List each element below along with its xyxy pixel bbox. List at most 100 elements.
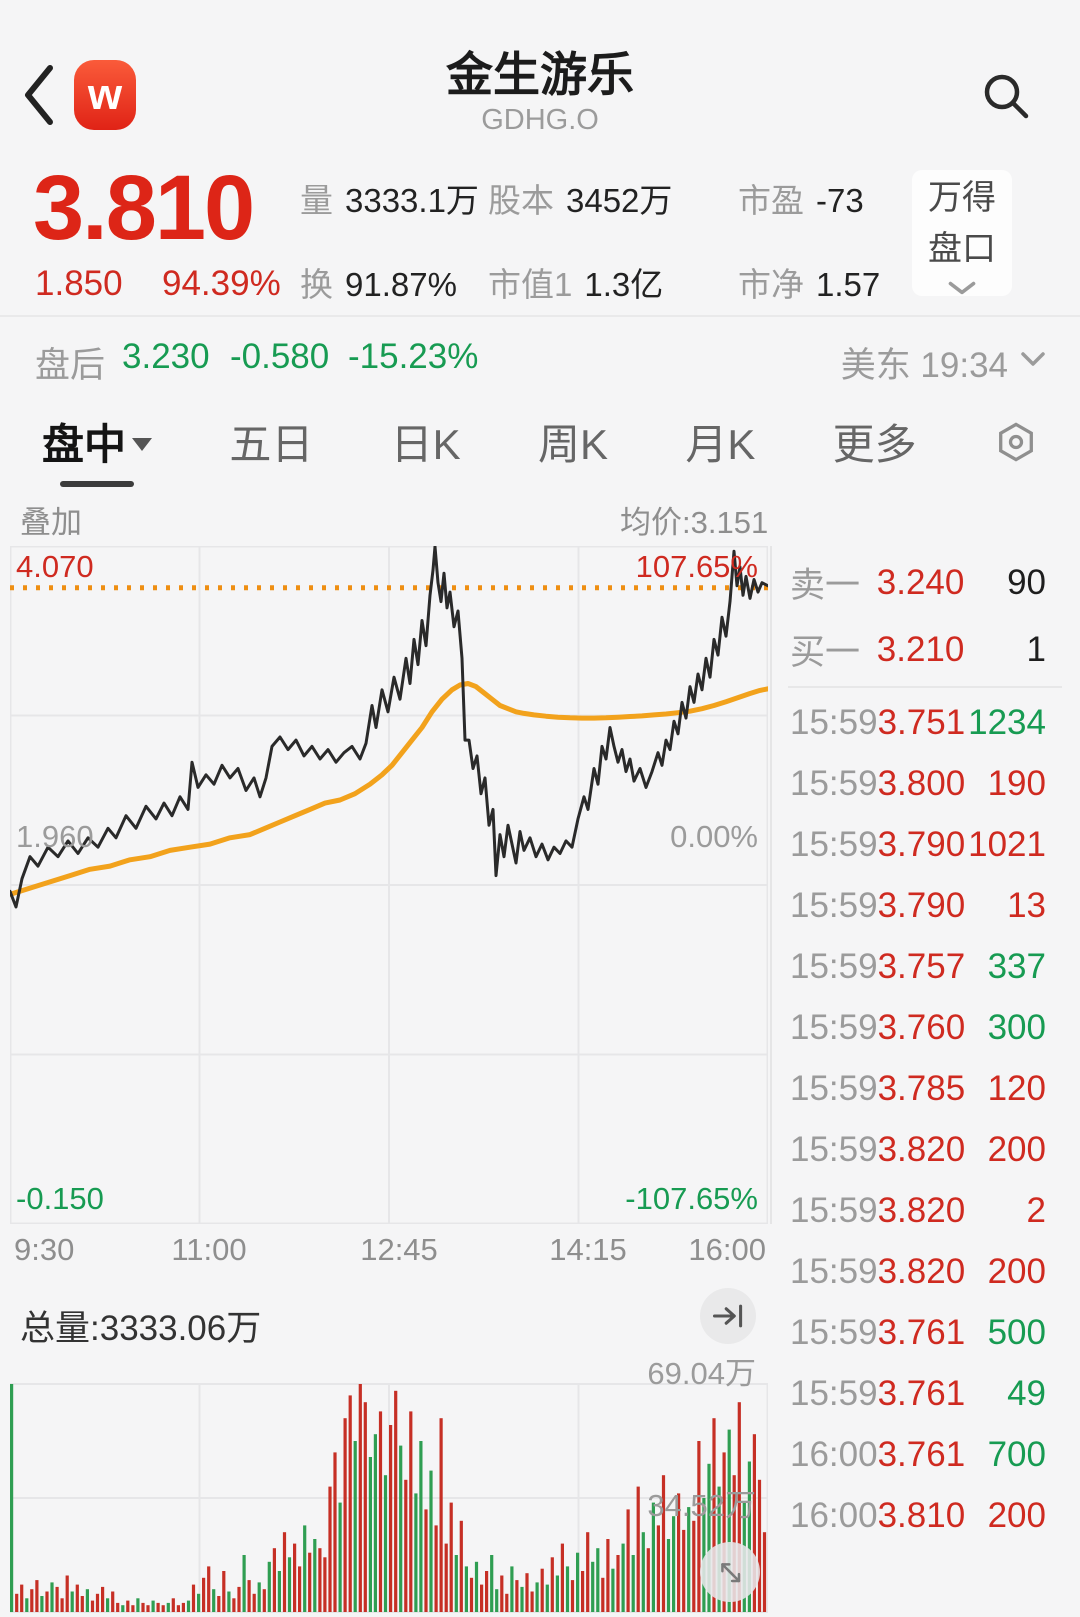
stats-row-2: 换 91.87% 市值1 1.3亿 市净 1.57 [300, 258, 908, 306]
trade-price: 3.820 [877, 1190, 966, 1230]
trade-price: 3.760 [877, 1007, 966, 1047]
time-tick: 11:00 [171, 1232, 247, 1267]
ylabel-mid-pct: 0.00% [670, 819, 758, 854]
trade-price: 3.800 [877, 763, 966, 803]
page-title: 金生游乐 [446, 48, 634, 101]
trade-volume: 337 [987, 946, 1046, 986]
trade-row: 15:59 3.820 200 [770, 1241, 1080, 1302]
trade-time: 15:59 [790, 1007, 878, 1047]
chart-header: 叠加 均价:3.151 [0, 489, 1080, 546]
trade-row: 16:00 3.810 200 [770, 1485, 1080, 1546]
tab-weekly[interactable]: 周K [537, 421, 608, 468]
trade-price: 3.761 [877, 1434, 966, 1474]
price-change: 1.850 [35, 264, 123, 303]
trade-row: 15:59 3.760 300 [770, 997, 1080, 1058]
stats-row-1: 量 3333.1万 股本 3452万 市盈 -73 [300, 174, 908, 222]
trade-price: 3.751 [877, 702, 966, 742]
wind-order-book-button[interactable]: 万得 盘口 [912, 170, 1012, 296]
quote-summary: 3.810 1.850 94.39% 量 3333.1万 股本 3452万 市盈 -7… [0, 160, 1080, 315]
trade-price: 3.757 [877, 946, 966, 986]
back-icon[interactable] [22, 62, 56, 128]
time-axis: 9:30 11:00 12:45 14:15 16:00 [0, 1224, 770, 1274]
stat-marketcap: 市值1 1.3亿 [488, 266, 664, 303]
jump-to-latest-button[interactable] [700, 1288, 756, 1344]
avg-price-label: 均价:3.151 [620, 505, 769, 540]
active-tab-indicator [60, 481, 134, 487]
trade-volume: 700 [987, 1434, 1046, 1474]
time-tick: 9:30 [14, 1232, 75, 1267]
tab-intraday[interactable]: 盘中 [42, 394, 153, 489]
trade-volume: 1021 [968, 824, 1046, 864]
trade-time: 15:59 [790, 824, 878, 864]
trade-row: 15:59 3.757 337 [770, 936, 1080, 997]
settings-gear-icon[interactable] [994, 420, 1038, 464]
trade-row: 15:59 3.751 1234 [770, 692, 1080, 753]
trade-time: 15:59 [790, 1190, 878, 1230]
trade-price: 3.790 [877, 824, 966, 864]
expand-chart-button[interactable] [700, 1542, 760, 1602]
afterhours-pct: -15.23% [348, 337, 479, 376]
trade-volume: 500 [987, 1312, 1046, 1352]
trade-price: 3.820 [877, 1129, 966, 1169]
trade-volume: 300 [987, 1007, 1046, 1047]
trade-time: 15:59 [790, 1373, 878, 1413]
trade-time: 15:59 [790, 1068, 878, 1108]
total-volume-label: 总量:3333.06万 [20, 1309, 262, 1348]
trade-time: 16:00 [790, 1434, 878, 1474]
trade-volume: 2 [1026, 1190, 1046, 1230]
wind-logo[interactable]: w [74, 60, 136, 130]
tab-daily[interactable]: 日K [390, 421, 461, 468]
trade-time: 16:00 [790, 1495, 878, 1535]
search-icon[interactable] [980, 70, 1032, 122]
trade-time: 15:59 [790, 946, 878, 986]
trade-volume: 120 [987, 1068, 1046, 1108]
stat-shares: 股本 3452万 [488, 182, 673, 219]
order-volume: 1 [1026, 629, 1046, 669]
divider [788, 686, 1062, 688]
trade-volume: 200 [987, 1251, 1046, 1291]
chevron-down-icon[interactable] [1020, 351, 1046, 367]
order-price: 3.240 [876, 562, 965, 602]
trade-row: 15:59 3.790 1021 [770, 814, 1080, 875]
price-change-pct: 94.39% [162, 264, 281, 303]
trade-volume: 13 [1007, 885, 1046, 925]
trade-price: 3.820 [877, 1251, 966, 1291]
stat-volume: 量 3333.1万 [300, 182, 479, 219]
order-side-label: 买一 [790, 633, 861, 672]
ylabel-high-price: 4.070 [16, 549, 94, 584]
stat-pe: 市盈 -73 [738, 182, 864, 219]
trade-row: 15:59 3.761 49 [770, 1363, 1080, 1424]
trade-price: 3.790 [877, 885, 966, 925]
bid-1-row[interactable]: 买一 3.210 1 [770, 619, 1080, 680]
ask-1-row[interactable]: 卖一 3.240 90 [770, 552, 1080, 613]
panel-button-line1: 万得 [928, 179, 996, 217]
trade-row: 15:59 3.761 500 [770, 1302, 1080, 1363]
panel-divider [770, 546, 772, 1224]
tab-more[interactable]: 更多 [832, 421, 917, 468]
time-tick: 14:15 [549, 1232, 627, 1267]
intraday-price-chart[interactable]: 4.070 107.65% 1.960 0.00% -0.150 -107.65… [10, 546, 768, 1224]
trade-volume: 1234 [968, 702, 1046, 742]
afterhours-change: -0.580 [230, 337, 330, 376]
volume-chart: 69.04万 34.52万 [9, 1354, 769, 1616]
trade-volume: 200 [987, 1129, 1046, 1169]
expand-arrows-icon [721, 1563, 741, 1583]
volume-header: 总量:3333.06万 [0, 1274, 770, 1354]
panel-button-line2: 盘口 [928, 230, 996, 268]
overlay-button[interactable]: 叠加 [20, 505, 82, 540]
chevron-down-icon [948, 281, 976, 295]
trade-time: 15:59 [790, 885, 878, 925]
ylabel-mid-price: 1.960 [16, 819, 94, 854]
caret-down-icon [132, 438, 153, 451]
tab-5day[interactable]: 五日 [229, 421, 314, 468]
trade-time: 15:59 [790, 702, 878, 742]
trade-row: 15:59 3.800 190 [770, 753, 1080, 814]
trade-volume: 49 [1007, 1373, 1046, 1413]
timezone-time[interactable]: 美东 19:34 [840, 346, 1008, 385]
ylabel-high-pct: 107.65% [635, 549, 758, 584]
trade-time: 15:59 [790, 763, 878, 803]
tab-monthly[interactable]: 月K [685, 421, 756, 468]
last-price: 3.810 [33, 157, 255, 259]
stats-grid: 量 3333.1万 股本 3452万 市盈 -73 换 91.87% 市值1 1.3亿 市… [300, 174, 908, 306]
